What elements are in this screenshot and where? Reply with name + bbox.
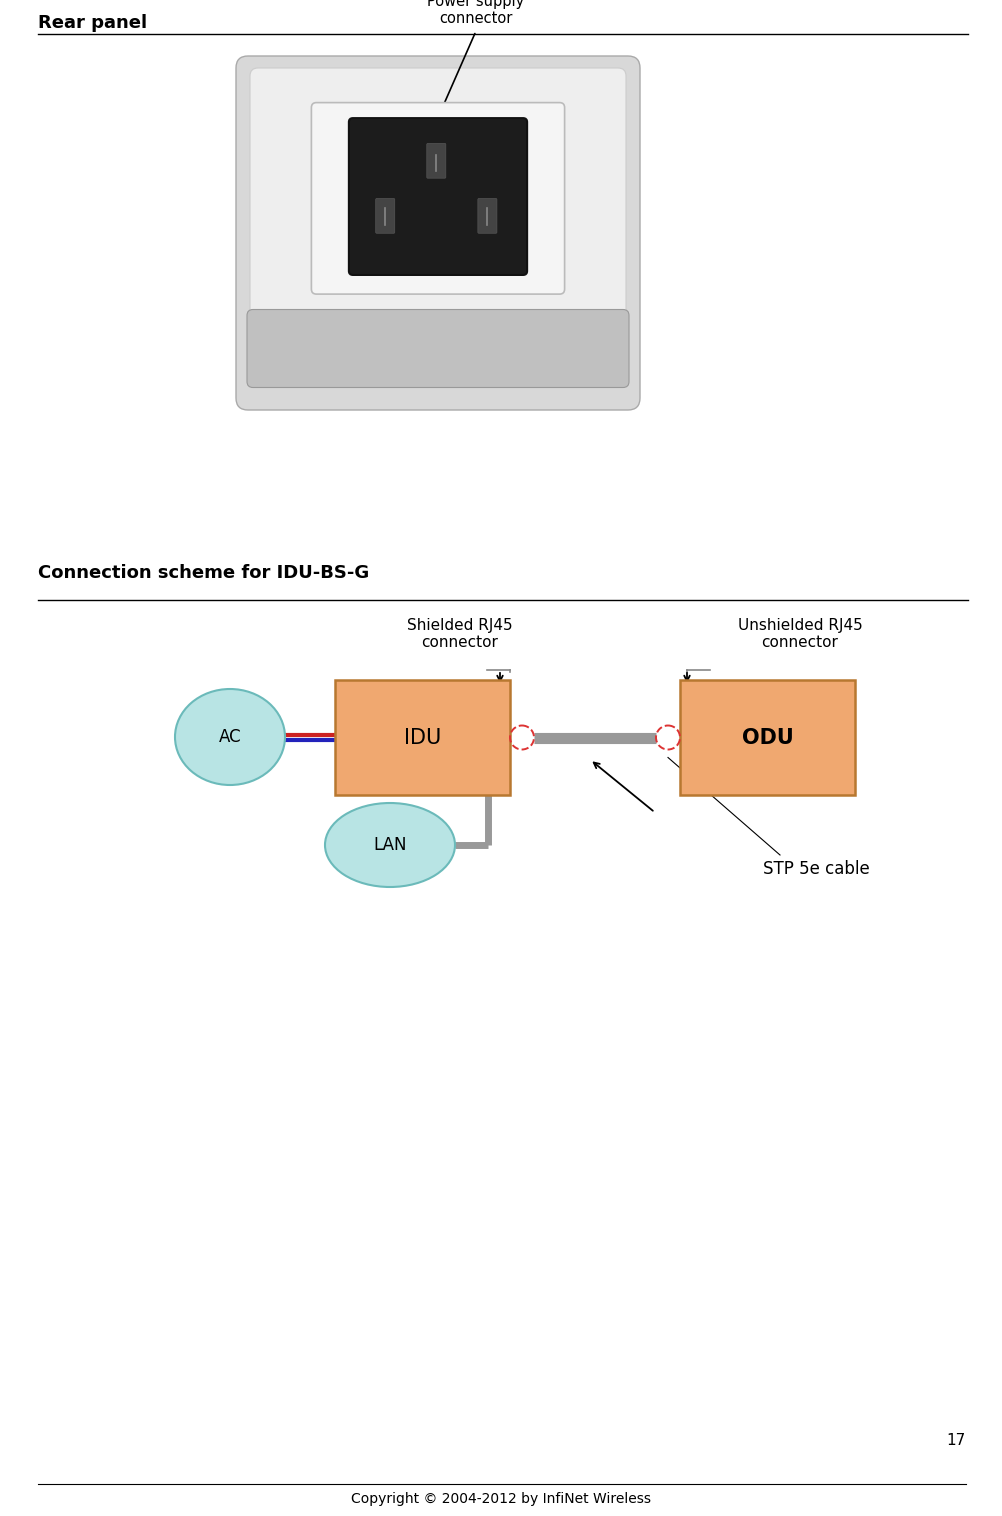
FancyBboxPatch shape <box>247 309 629 388</box>
Text: Shielded RJ45
connector: Shielded RJ45 connector <box>407 619 513 650</box>
FancyBboxPatch shape <box>335 681 510 794</box>
Text: 17: 17 <box>947 1433 966 1448</box>
FancyBboxPatch shape <box>236 56 640 409</box>
Text: Connection scheme for IDU-BS-G: Connection scheme for IDU-BS-G <box>38 564 370 582</box>
FancyBboxPatch shape <box>478 199 497 233</box>
FancyBboxPatch shape <box>312 103 564 294</box>
FancyBboxPatch shape <box>250 68 626 321</box>
FancyBboxPatch shape <box>680 681 855 794</box>
Text: Copyright © 2004-2012 by InfiNet Wireless: Copyright © 2004-2012 by InfiNet Wireles… <box>351 1492 651 1505</box>
Text: IDU: IDU <box>404 728 441 747</box>
FancyBboxPatch shape <box>349 118 527 274</box>
Text: LAN: LAN <box>374 835 407 854</box>
Ellipse shape <box>175 688 285 785</box>
Text: ODU: ODU <box>741 728 794 747</box>
Text: Unshielded RJ45
connector: Unshielded RJ45 connector <box>737 619 863 650</box>
FancyBboxPatch shape <box>376 199 395 233</box>
Ellipse shape <box>325 803 455 887</box>
Text: STP 5e cable: STP 5e cable <box>764 860 870 878</box>
Text: Power supply
connector: Power supply connector <box>428 0 525 26</box>
Text: AC: AC <box>218 728 241 746</box>
Text: Rear panel: Rear panel <box>38 14 147 32</box>
FancyBboxPatch shape <box>427 144 446 179</box>
